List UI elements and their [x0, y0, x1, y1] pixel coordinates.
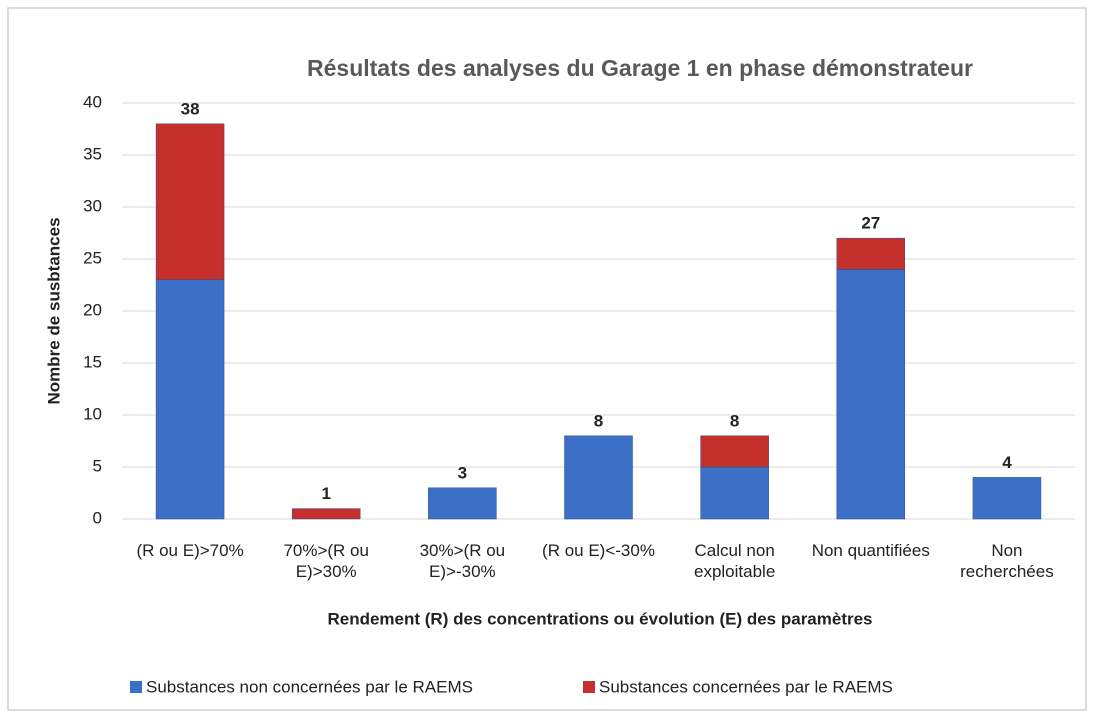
- bar-segment: [155, 123, 225, 281]
- total-label: 38: [181, 99, 200, 118]
- bar-segment: [291, 508, 361, 520]
- chart-title: Résultats des analyses du Garage 1 en ph…: [307, 55, 973, 81]
- total-label: 4: [1002, 453, 1012, 472]
- x-tick-label: (R ou E)<-30%: [542, 541, 655, 560]
- x-tick-label: Calcul non exploitable: [694, 541, 776, 581]
- x-tick-label: Non recherchées: [960, 541, 1054, 581]
- y-tick-label: 10: [83, 404, 102, 423]
- y-tick-label: 5: [93, 456, 102, 475]
- x-tick-label: 30%>(R ou E)>-30%: [419, 541, 506, 581]
- chart-border: [7, 7, 1087, 711]
- bar-segment: [700, 435, 769, 468]
- y-axis-title: Nombre de susbtances: [44, 217, 63, 404]
- x-tick-label: (R ou E)>70%: [136, 541, 244, 560]
- bar-segment: [155, 279, 225, 520]
- y-tick-label: 30: [83, 196, 102, 215]
- total-label: 27: [861, 214, 880, 233]
- y-tick-label: 0: [93, 508, 102, 527]
- y-tick-label: 25: [83, 248, 102, 267]
- y-tick-label: 15: [83, 352, 102, 371]
- y-tick-label: 40: [83, 92, 102, 111]
- legend-label: Substances non concernées par le RAEMS: [146, 677, 473, 696]
- total-label: 1: [321, 484, 330, 503]
- total-label: 8: [730, 411, 739, 430]
- bar-segment: [836, 237, 906, 270]
- x-tick-label: 70%>(R ou E)>30%: [283, 541, 369, 581]
- total-label: 8: [594, 411, 603, 430]
- x-axis-title: Rendement (R) des concentrations ou évol…: [327, 609, 872, 628]
- y-tick-label: 35: [83, 144, 102, 163]
- bar-segment: [564, 435, 633, 520]
- bar-segment: [972, 477, 1042, 520]
- x-tick-label: Non quantifiées: [811, 541, 930, 560]
- legend-label: Substances concernées par le RAEMS: [599, 677, 893, 696]
- bar-segment: [836, 269, 906, 520]
- bar-segment: [428, 487, 497, 520]
- y-tick-label: 20: [83, 300, 102, 319]
- legend-swatch: [583, 681, 595, 693]
- legend-swatch: [130, 681, 142, 693]
- bar-segment: [700, 466, 769, 520]
- total-label: 3: [458, 463, 467, 482]
